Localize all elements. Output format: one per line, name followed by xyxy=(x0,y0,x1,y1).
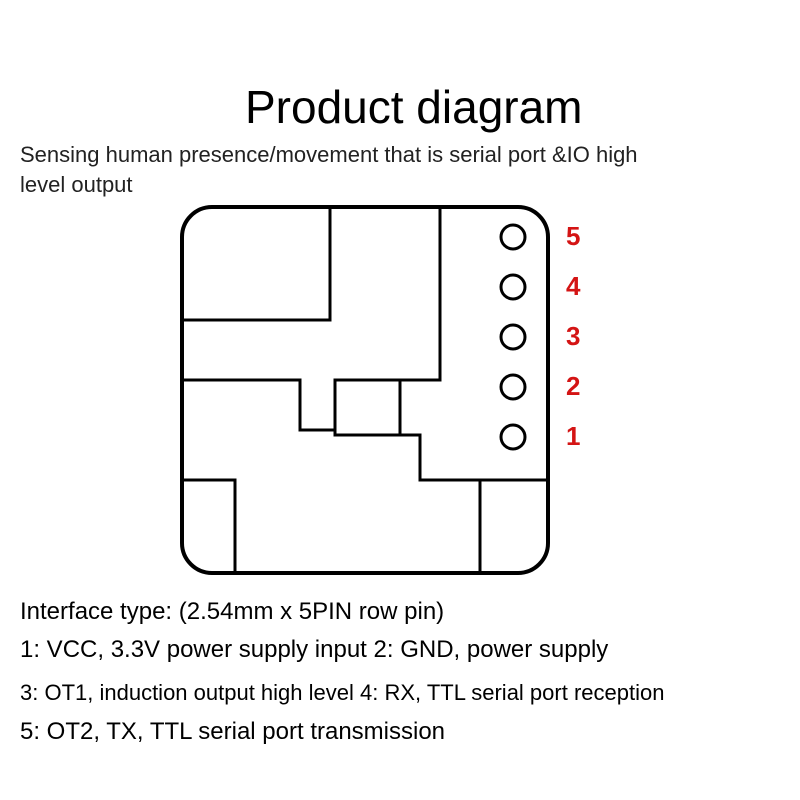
pin-label-4: 4 xyxy=(566,271,580,302)
page-subtitle: Sensing human presence/movement that is … xyxy=(20,140,680,199)
pin-label-5: 5 xyxy=(566,221,580,252)
pcb-diagram xyxy=(180,205,550,575)
pin-label-2: 2 xyxy=(566,371,580,402)
page-title: Product diagram xyxy=(245,80,583,134)
pin-desc-1-2: 1: VCC, 3.3V power supply input 2: GND, … xyxy=(20,636,608,664)
page-root: { "title": { "text": "Product diagram", … xyxy=(0,0,800,800)
pin-label-1: 1 xyxy=(566,421,580,452)
pin-label-3: 3 xyxy=(566,321,580,352)
pin-desc-3-4: 3: OT1, induction output high level 4: R… xyxy=(20,680,664,706)
board-outline xyxy=(182,207,548,573)
pcb-svg xyxy=(180,205,550,575)
pin-desc-5: 5: OT2, TX, TTL serial port transmission xyxy=(20,718,445,746)
interface-type: Interface type: (2.54mm x 5PIN row pin) xyxy=(20,598,444,626)
